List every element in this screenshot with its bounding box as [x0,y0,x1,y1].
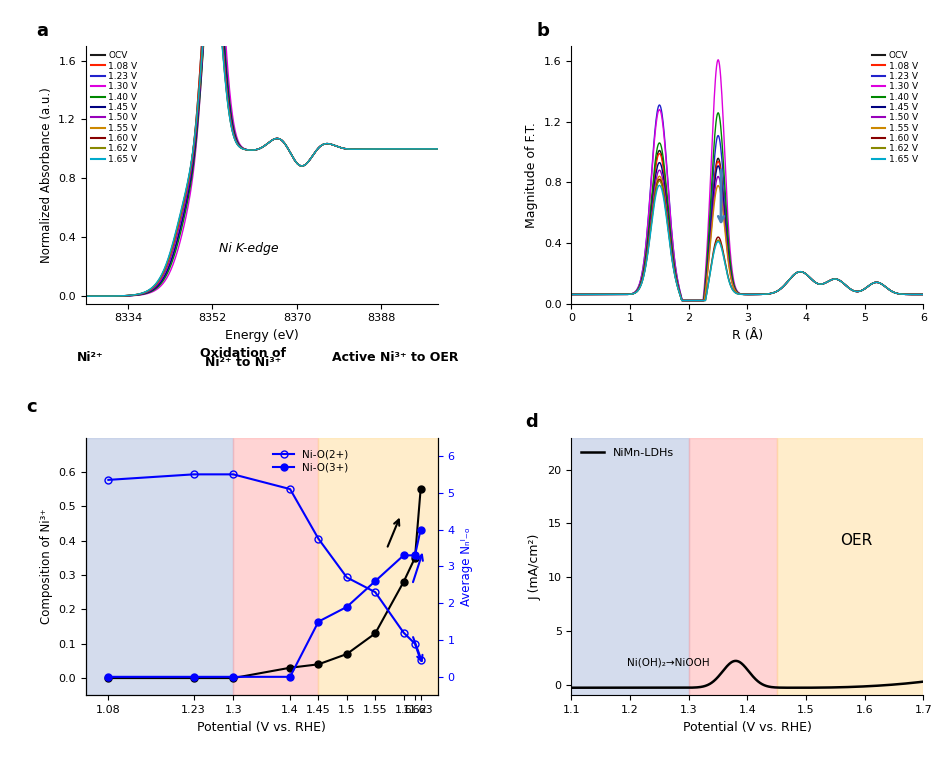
Y-axis label: J (mA/cm²): J (mA/cm²) [529,533,542,600]
X-axis label: Potential (V vs. RHE): Potential (V vs. RHE) [683,720,812,733]
Legend: NiMn-LDHs: NiMn-LDHs [577,443,678,462]
Y-axis label: Average Nₙᴵ₋ₒ: Average Nₙᴵ₋ₒ [460,527,473,606]
Text: a: a [36,21,49,40]
Text: Ni(OH)₂→NiOOH: Ni(OH)₂→NiOOH [627,657,709,667]
Y-axis label: Magnitude of F.T.: Magnitude of F.T. [526,121,539,228]
Legend: OCV, 1.08 V, 1.23 V, 1.30 V, 1.40 V, 1.45 V, 1.50 V, 1.55 V, 1.60 V, 1.62 V, 1.6: OCV, 1.08 V, 1.23 V, 1.30 V, 1.40 V, 1.4… [868,47,922,167]
Bar [777,438,923,695]
Text: Active Ni³⁺ to OER: Active Ni³⁺ to OER [332,351,458,364]
Text: OER: OER [840,533,872,548]
Bar [233,438,319,695]
Legend: OCV, 1.08 V, 1.23 V, 1.30 V, 1.40 V, 1.45 V, 1.50 V, 1.55 V, 1.60 V, 1.62 V, 1.6: OCV, 1.08 V, 1.23 V, 1.30 V, 1.40 V, 1.4… [88,47,141,167]
Text: d: d [526,413,539,431]
Text: Ni K-edge: Ni K-edge [220,242,279,255]
Legend: Ni-O(2+), Ni-O(3+): Ni-O(2+), Ni-O(3+) [269,445,353,477]
X-axis label: R (Å): R (Å) [732,329,763,342]
Bar [689,438,777,695]
Bar [571,438,689,695]
Y-axis label: Normalized Absorbance (a.u.): Normalized Absorbance (a.u.) [40,87,52,263]
Bar [86,438,233,695]
Text: c: c [26,398,36,416]
Text: Oxidation of: Oxidation of [200,347,286,360]
Text: b: b [536,21,549,40]
Text: Ni²⁺: Ni²⁺ [77,351,104,364]
Y-axis label: Composition of Ni³⁺: Composition of Ni³⁺ [40,509,52,624]
Text: Ni²⁺ to Ni³⁺: Ni²⁺ to Ni³⁺ [205,356,281,369]
Bar [319,438,438,695]
X-axis label: Potential (V vs. RHE): Potential (V vs. RHE) [197,720,327,733]
X-axis label: Energy (eV): Energy (eV) [225,329,299,342]
